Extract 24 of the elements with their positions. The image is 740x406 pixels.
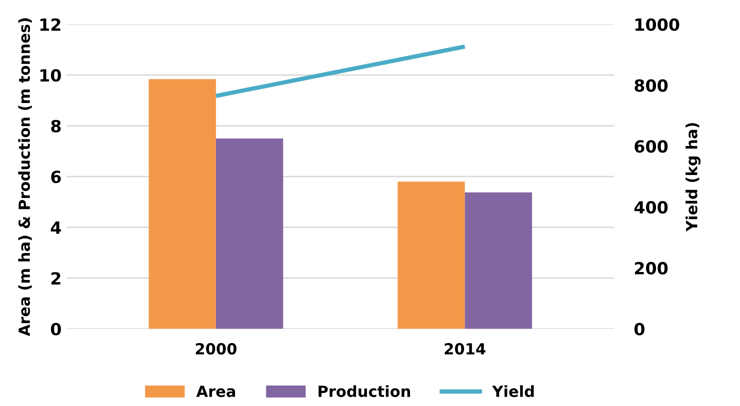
y-tick-label: 2 xyxy=(51,272,60,284)
legend-label: Area xyxy=(196,386,236,398)
bar xyxy=(398,182,465,329)
bar xyxy=(464,192,532,329)
bar xyxy=(216,138,284,329)
y-tick-label: 8 xyxy=(51,120,61,132)
y-tick-label: 12 xyxy=(40,18,60,31)
y2-tick-label: 0 xyxy=(634,322,644,336)
x-tick-label: 2014 xyxy=(444,343,486,355)
y2-tick-label: 400 xyxy=(634,201,668,214)
y-tick-label: 10 xyxy=(40,69,61,82)
legend-label: Production xyxy=(318,385,410,398)
y-axis-title: Area (m ha) & Production (m tonnes) xyxy=(18,18,32,336)
y2-tick-label: 600 xyxy=(634,140,668,153)
bar xyxy=(148,79,216,329)
y2-tick-label: 800 xyxy=(634,79,668,92)
y2-tick-label: 1000 xyxy=(636,18,680,31)
legend-label: Yield xyxy=(492,385,534,398)
y-tick-label: 0 xyxy=(50,322,61,336)
y-tick-label: 4 xyxy=(50,222,61,234)
y2-tick-label: 200 xyxy=(634,262,668,275)
x-tick-label: 2000 xyxy=(196,343,236,355)
y2-axis-title: Yield (kg ha) xyxy=(686,123,700,232)
y-tick-label: 6 xyxy=(51,170,61,184)
